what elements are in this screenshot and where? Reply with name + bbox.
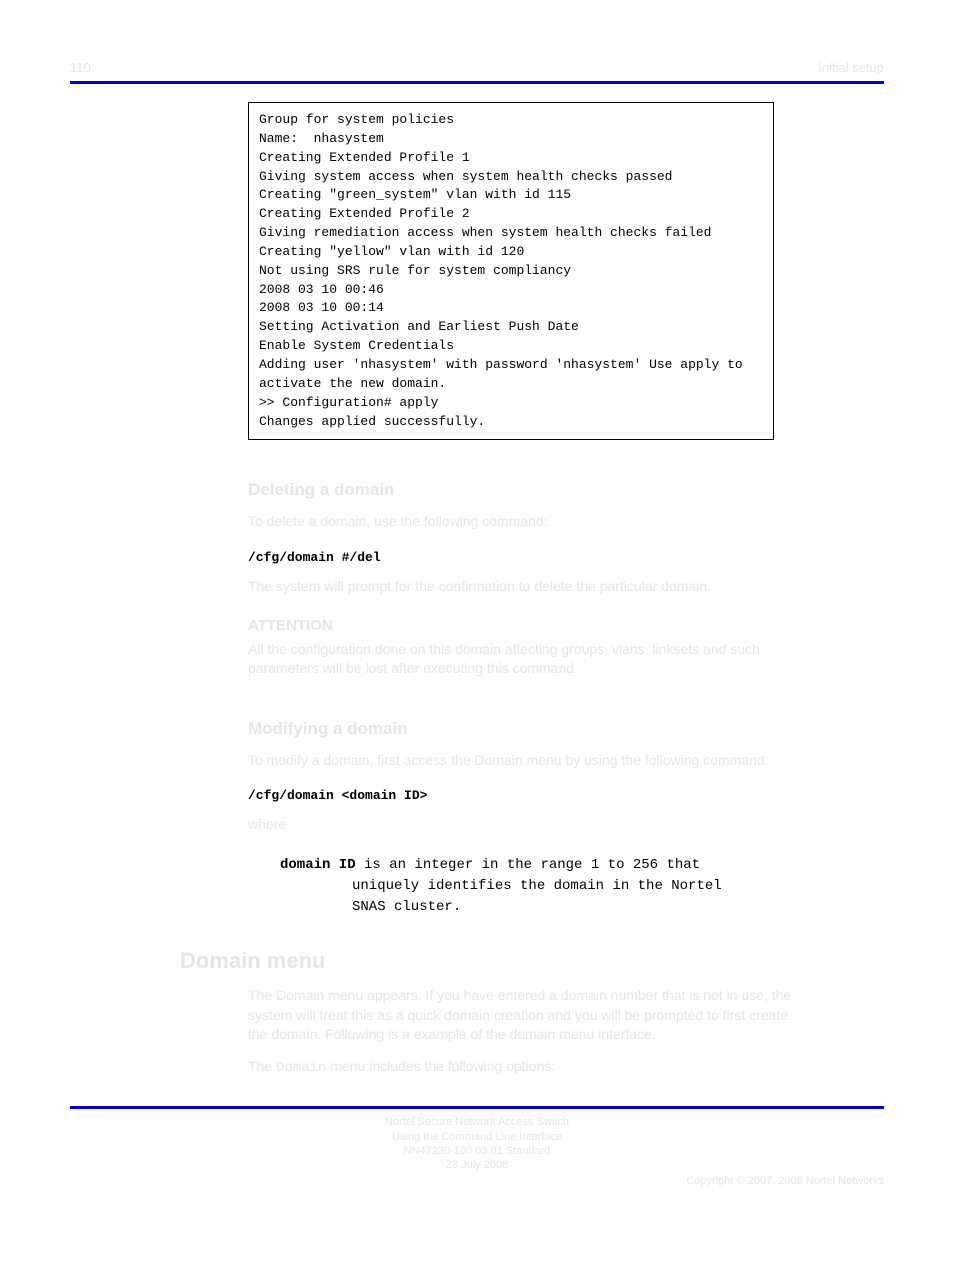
- footer-line1: Nortel Secure Network Access Switch: [70, 1115, 884, 1129]
- footer-rule: [70, 1106, 884, 1109]
- footer-line2: Using the Command Line Interface: [70, 1130, 884, 1144]
- header-page-number: 110: [70, 60, 91, 75]
- del-pre-text: To delete a domain, use the following co…: [248, 512, 794, 532]
- footer-line3: NN47230-100 03.01 Standard: [70, 1144, 884, 1158]
- attention-body: All the configuration done on this domai…: [248, 640, 794, 679]
- header-section-title: Initial setup: [818, 60, 884, 75]
- footer-block: Nortel Secure Network Access Switch Usin…: [70, 1115, 884, 1188]
- heading-modifying-domain: Modifying a domain: [248, 719, 884, 739]
- domain-menu-body-2-mono: Domain: [276, 1060, 326, 1076]
- cmd-del-domain: /cfg/domain #/del: [248, 550, 884, 565]
- attention-label: ATTENTION: [248, 615, 794, 636]
- terminal-output-text: Group for system policies Name: nhasyste…: [259, 112, 743, 429]
- def-desc-line2: uniquely identifies the domain in the No…: [352, 878, 722, 894]
- domain-menu-body-2: The Domain menu includes the following o…: [248, 1057, 794, 1079]
- domain-menu-body-2-pre: The: [248, 1058, 276, 1074]
- def-term: domain ID: [280, 857, 356, 873]
- footer-line4: 28 July 2008: [70, 1158, 884, 1172]
- definition-block: domain ID is an integer in the range 1 t…: [280, 855, 764, 918]
- del-post-text: The system will prompt for the confirmat…: [248, 577, 794, 597]
- page-container: 110 Initial setup Group for system polic…: [0, 0, 954, 1229]
- cmd-cfg-domain: /cfg/domain <domain ID>: [248, 788, 884, 803]
- def-desc-line1: is an integer in the range 1 to 256 that: [356, 857, 700, 873]
- def-desc-line3: SNAS cluster.: [352, 899, 461, 915]
- heading-deleting-domain: Deleting a domain: [248, 480, 884, 500]
- mod-intro-text: To modify a domain, first access the Dom…: [248, 751, 794, 771]
- header-rule: [70, 81, 884, 84]
- heading-domain-menu: Domain menu: [180, 948, 884, 974]
- footer-copyright: Copyright © 2007, 2008 Nortel Networks: [70, 1174, 884, 1188]
- domain-menu-body-1: The Domain menu appears. If you have ent…: [248, 986, 794, 1045]
- domain-menu-body-2-post: menu includes the following options:: [326, 1058, 555, 1074]
- terminal-output-box: Group for system policies Name: nhasyste…: [248, 102, 774, 440]
- where-label: where: [248, 815, 794, 835]
- page-header: 110 Initial setup: [70, 60, 884, 75]
